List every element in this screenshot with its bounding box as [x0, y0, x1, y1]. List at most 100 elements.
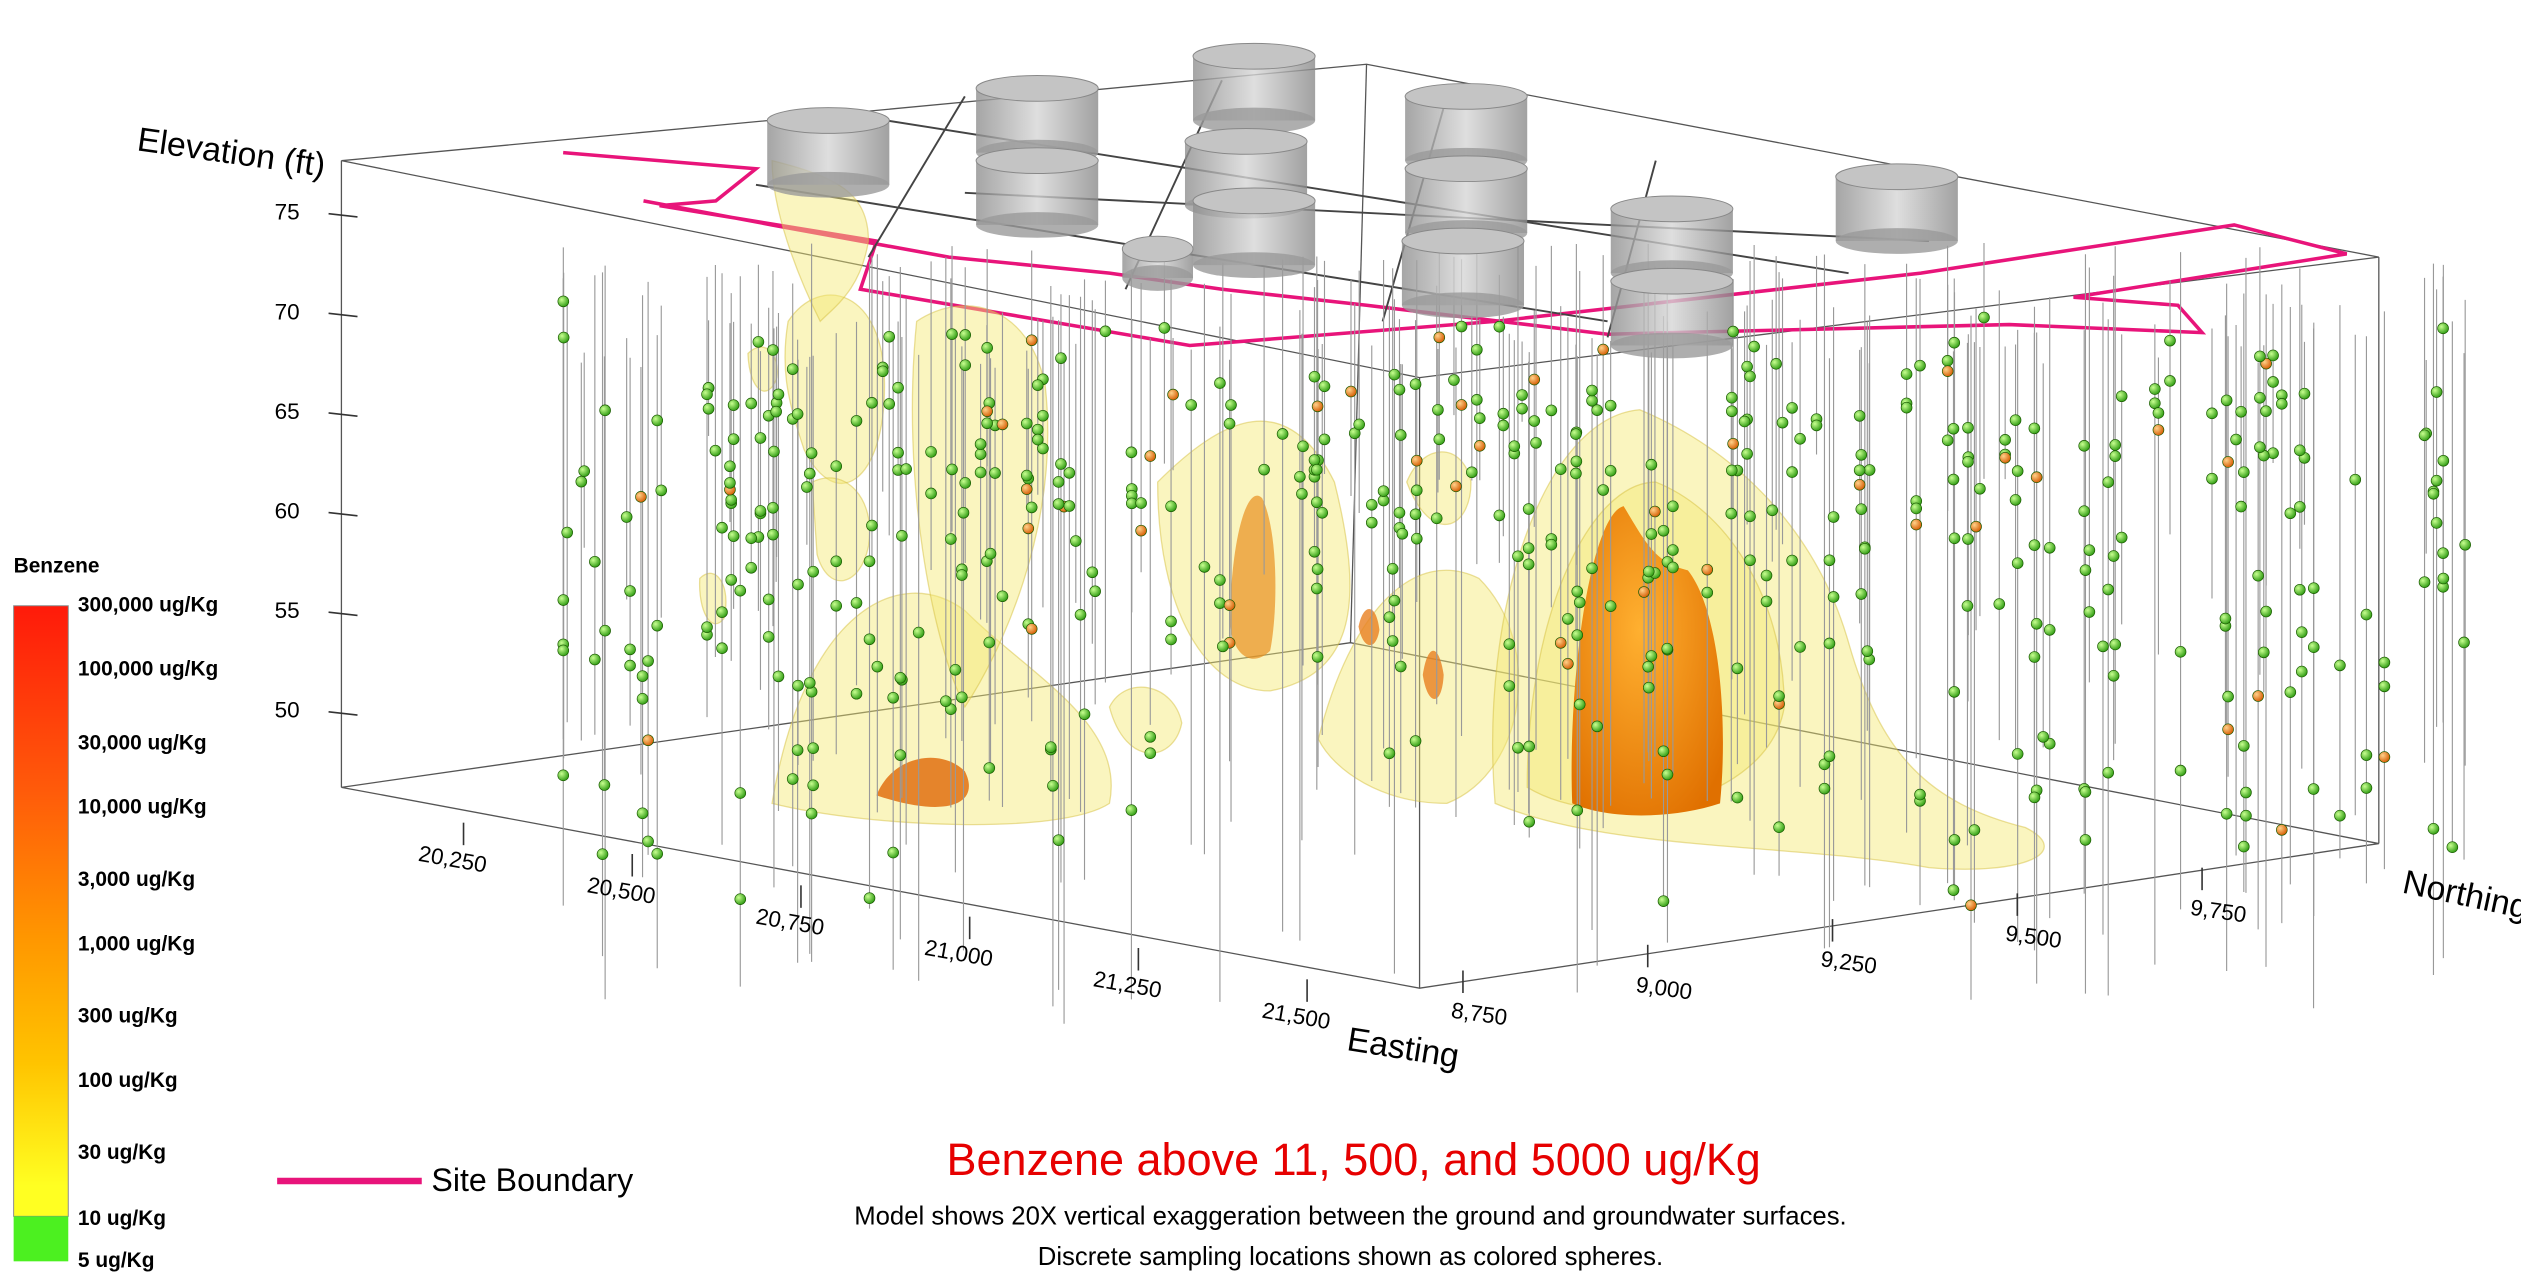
caption-line: Model shows 20X vertical exaggeration be…: [854, 1203, 1846, 1231]
sample-sphere: [2043, 541, 2056, 554]
sample-sphere: [725, 494, 738, 506]
sample-sphere: [2349, 473, 2362, 486]
tank-top: [1404, 83, 1528, 110]
sample-sphere: [1512, 742, 1524, 754]
sample-sphere: [1861, 645, 1874, 657]
sample-sphere: [1078, 708, 1091, 721]
sample-sphere: [1910, 518, 1923, 531]
sample-sphere: [1810, 419, 1823, 432]
sample-sphere: [1497, 419, 1510, 432]
sample-sphere: [2378, 751, 2391, 763]
sample-sphere: [956, 569, 968, 581]
sample-sphere: [1545, 538, 1558, 551]
tick-mark: [328, 611, 358, 617]
sample-sphere: [1562, 658, 1574, 670]
sample-sphere: [1667, 500, 1679, 513]
sample-sphere: [2030, 471, 2043, 483]
tick-label: 20,250: [417, 841, 489, 878]
tick-label: 75: [275, 200, 300, 225]
tick-label: 65: [275, 399, 300, 424]
sample-sphere: [2378, 680, 2391, 693]
sample-sphere: [805, 447, 818, 459]
sample-sphere: [709, 444, 722, 457]
sample-sphere: [1365, 516, 1378, 529]
sample-sphere: [624, 659, 636, 672]
tank-bottom: [1610, 332, 1733, 359]
tick-label: 20,500: [585, 872, 657, 909]
tick-label: 9,750: [2189, 895, 2248, 928]
sample-sphere: [2235, 500, 2247, 513]
sample-sphere: [1643, 681, 1655, 694]
sample-sphere: [1388, 368, 1401, 381]
legend-level: 100 ug/Kg: [78, 1069, 178, 1092]
color-bar-low: [13, 1216, 69, 1262]
sample-sphere: [959, 359, 972, 371]
sample-sphere: [557, 295, 570, 308]
sample-sphere: [1726, 405, 1738, 418]
sample-sphere: [1165, 615, 1177, 628]
axis-title: Elevation (ft): [135, 121, 328, 185]
sample-sphere: [2252, 690, 2264, 702]
sample-sphere: [1316, 507, 1329, 519]
sample-sphere: [636, 693, 649, 705]
sample-sphere: [2078, 440, 2090, 452]
sample-sphere: [1643, 565, 1655, 578]
sample-sphere: [1661, 642, 1674, 655]
northing-ticks: 8,750 9,000 9,250 9,500 9,750: [1450, 867, 2248, 1030]
legend-level: 300,000 ug/Kg: [78, 593, 218, 616]
sample-sphere: [767, 502, 779, 514]
tick-mark: [328, 312, 358, 318]
sample-sphere: [2334, 659, 2346, 672]
sample-sphere: [1214, 597, 1226, 609]
sample-sphere: [1037, 409, 1049, 422]
sample-sphere: [1432, 404, 1444, 416]
sample-sphere: [2437, 547, 2449, 559]
sample-sphere: [2028, 651, 2041, 663]
sample-sphere: [1394, 429, 1407, 441]
tank-bottom: [1835, 228, 1958, 254]
sample-sphere: [1744, 554, 1756, 567]
tank-bottom: [1193, 252, 1316, 278]
sample-sphere: [807, 565, 819, 578]
sample-sphere: [940, 695, 952, 707]
sample-sphere: [1701, 563, 1714, 576]
tick-label: 20,750: [754, 904, 826, 941]
sample-sphere: [2174, 764, 2187, 777]
sample-sphere: [1318, 380, 1331, 393]
sample-sphere: [1386, 563, 1399, 575]
tank-bottom: [767, 171, 890, 198]
sample-sphere: [1961, 600, 1974, 612]
sample-sphere: [863, 633, 876, 646]
sample-sphere: [1657, 745, 1670, 758]
sample-sphere: [925, 487, 937, 500]
sample-sphere: [1522, 558, 1535, 571]
sample-sphere: [2220, 808, 2233, 820]
sample-sphere: [1731, 662, 1744, 675]
sample-sphere: [863, 555, 876, 568]
sample-sphere: [1642, 660, 1654, 673]
sample-sphere: [2254, 350, 2266, 363]
sample-sphere: [1571, 629, 1584, 641]
sample-sphere: [1978, 311, 1990, 324]
sample-sphere: [1433, 331, 1446, 344]
sample-sphere: [981, 417, 993, 430]
tick-mark: [328, 711, 358, 716]
sample-sphere: [762, 631, 775, 643]
sample-sphere: [1827, 511, 1840, 523]
sample-sphere: [1948, 336, 1961, 349]
sample-sphere: [1726, 391, 1738, 404]
sample-sphere: [1052, 834, 1065, 846]
sample-sphere: [887, 691, 899, 704]
sample-sphere: [1999, 434, 2011, 446]
sample-sphere: [2102, 766, 2115, 779]
sample-sphere: [1135, 524, 1147, 537]
sample-sphere: [2028, 422, 2041, 435]
sample-sphere: [701, 388, 713, 401]
sample-sphere: [2427, 823, 2440, 835]
sample-sphere: [1947, 422, 1960, 435]
sample-sphere: [2254, 441, 2266, 453]
sample-sphere: [1962, 533, 1974, 545]
sample-sphere: [767, 528, 779, 541]
sample-sphere: [1855, 449, 1868, 461]
sample-sphere: [1198, 561, 1211, 573]
